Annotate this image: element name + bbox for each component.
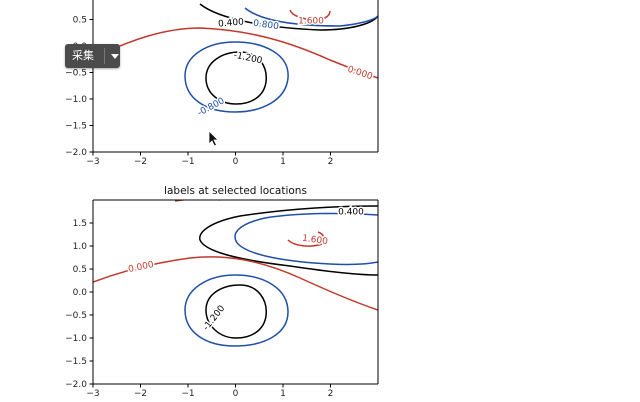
contour-label: 0.400 <box>338 208 364 218</box>
y-tick-label: −1.5 <box>65 357 87 367</box>
y-tick-label: −2.0 <box>65 148 87 158</box>
contour-lines <box>93 200 378 347</box>
contour-line <box>205 51 267 105</box>
contour-line <box>205 284 267 339</box>
capture-button[interactable]: 采集 <box>65 44 120 68</box>
contour-line <box>287 231 325 247</box>
contour-line <box>184 274 289 347</box>
x-tick-label: 2 <box>328 389 334 399</box>
mouse-pointer-icon <box>208 130 219 147</box>
y-tick-label: −0.5 <box>65 69 87 79</box>
contour-label: -1.200 <box>233 51 264 67</box>
chart-title: labels at selected locations <box>164 185 307 197</box>
y-tick-label: −1.0 <box>65 334 87 344</box>
x-tick-label: −1 <box>181 157 194 167</box>
x-tick-label: 0 <box>233 157 239 167</box>
contour-line <box>244 7 378 27</box>
y-tick-label: 0.5 <box>73 16 87 26</box>
contour-line <box>184 41 289 113</box>
x-tick-label: −2 <box>134 389 147 399</box>
contour-line <box>93 27 378 79</box>
y-tick-label: 0.0 <box>73 288 88 298</box>
x-tick-label: −3 <box>86 157 99 167</box>
capture-button-label: 采集 <box>72 49 94 62</box>
y-tick-label: 1.0 <box>73 242 88 252</box>
contour-line <box>234 212 378 266</box>
contour-label: -0.800 <box>196 96 227 119</box>
y-tick-label: 1.5 <box>73 219 87 229</box>
y-tick-label: −2.0 <box>65 380 87 390</box>
x-tick-label: 2 <box>328 157 334 167</box>
capture-button-divider <box>104 48 105 64</box>
x-tick-label: 0 <box>233 389 239 399</box>
contour-line <box>93 256 378 311</box>
y-tick-label: −1.0 <box>65 95 87 105</box>
contour-line <box>199 3 378 31</box>
y-tick-label: −0.5 <box>65 311 87 321</box>
x-tick-label: −2 <box>134 157 147 167</box>
contour-label: 1.600 <box>301 234 328 248</box>
y-tick-label: −1.5 <box>65 122 87 132</box>
x-tick-label: 1 <box>280 157 286 167</box>
contour-label: 0.400 <box>218 17 245 29</box>
contour-line <box>199 205 378 276</box>
contour-label: 1.600 <box>298 17 324 27</box>
contour-label: 0.000 <box>346 65 374 83</box>
x-tick-label: 1 <box>280 389 286 399</box>
contour-line <box>289 9 331 21</box>
y-tick-label: 0.5 <box>73 265 87 275</box>
chevron-down-icon[interactable] <box>111 53 119 59</box>
contour-lines <box>93 3 378 113</box>
contour-label: 0.000 <box>127 260 155 275</box>
x-tick-label: −1 <box>181 389 194 399</box>
x-tick-label: −3 <box>86 389 99 399</box>
